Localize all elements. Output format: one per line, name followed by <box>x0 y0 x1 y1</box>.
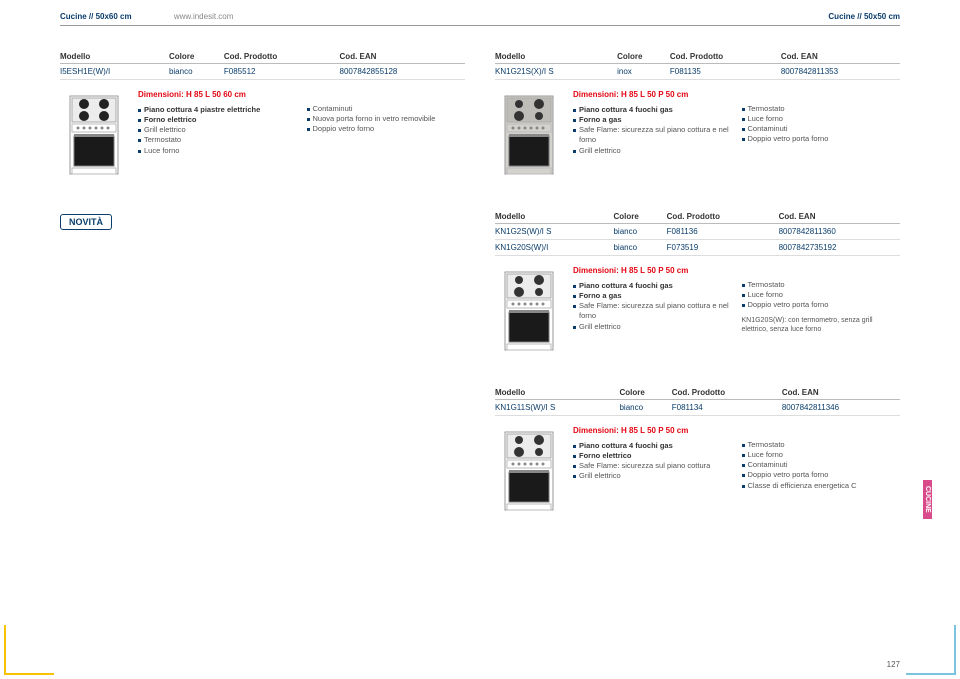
feature-list: Piano cottura 4 piastre elettricheForno … <box>138 105 297 156</box>
stove-image <box>60 90 128 182</box>
color-cell: bianco <box>613 224 666 240</box>
feature-item: Grill elettrico <box>573 471 732 481</box>
table-row: KN1G21S(X)/I S inox F081135 800784281135… <box>495 64 900 80</box>
product-block-1: Modello Colore Cod. Prodotto Cod. EAN I5… <box>60 50 465 182</box>
prod-cell: F081134 <box>672 400 782 416</box>
color-cell: bianco <box>619 400 671 416</box>
feature-item: Contaminuti <box>742 460 901 470</box>
table-row: I5ESH1E(W)/I bianco F085512 800784285512… <box>60 64 465 80</box>
product-block-2: Modello Colore Cod. Prodotto Cod. EAN KN… <box>495 50 900 182</box>
feature-item: Forno a gas <box>573 291 732 301</box>
dimensions: Dimensioni: H 85 L 50 60 cm <box>138 90 297 99</box>
feature-item: Luce forno <box>138 146 297 156</box>
feature-item: Safe Flame: sicurezza sul piano cottura … <box>573 125 732 145</box>
feature-item: Grill elettrico <box>573 322 732 332</box>
feature-item: Luce forno <box>742 450 901 460</box>
site-url: www.indesit.com <box>174 12 234 21</box>
section-tab: CUCINE <box>923 480 932 519</box>
product-block-4: Modello Colore Cod. Prodotto Cod. EAN KN… <box>495 386 900 518</box>
feature-item: Forno elettrico <box>573 451 732 461</box>
col-ean: Cod. EAN <box>340 50 465 64</box>
feature-item: Piano cottura 4 fuochi gas <box>573 105 732 115</box>
feature-list: Piano cottura 4 fuochi gasForno a gasSaf… <box>573 105 732 156</box>
feature-item: Piano cottura 4 fuochi gas <box>573 281 732 291</box>
product-block-3: Modello Colore Cod. Prodotto Cod. EAN KN… <box>495 210 900 358</box>
dimensions: Dimensioni: H 85 L 50 P 50 cm <box>573 266 732 275</box>
col-model: Modello <box>60 50 169 64</box>
feature-item: Piano cottura 4 piastre elettriche <box>138 105 297 115</box>
feature-item: Safe Flame: sicurezza sul piano cottura … <box>573 301 732 321</box>
feature-item: Classe di efficienza energetica C <box>742 481 901 491</box>
prod-cell: F081135 <box>670 64 781 80</box>
model-cell: I5ESH1E(W)/I <box>60 64 169 80</box>
table-row: KN1G2S(W)/I S bianco F081136 80078428113… <box>495 224 900 240</box>
left-column: Modello Colore Cod. Prodotto Cod. EAN I5… <box>60 50 465 546</box>
feature-item: Safe Flame: sicurezza sul piano cottura <box>573 461 732 471</box>
stove-image <box>495 426 563 518</box>
feature-item: Doppio vetro porta forno <box>742 134 901 144</box>
feature-list: TermostatoLuce fornoDoppio vetro porta f… <box>742 280 901 310</box>
feature-item: Grill elettrico <box>573 146 732 156</box>
right-column: Modello Colore Cod. Prodotto Cod. EAN KN… <box>495 50 900 546</box>
page-number: 127 <box>887 660 900 669</box>
stove-image <box>495 90 563 182</box>
feature-list: Piano cottura 4 fuochi gasForno a gasSaf… <box>573 281 732 332</box>
dimensions: Dimensioni: H 85 L 50 P 50 cm <box>573 90 732 99</box>
table-row: KN1G20S(W)/I bianco F073519 800784273519… <box>495 240 900 256</box>
feature-item: Termostato <box>742 440 901 450</box>
feature-item: Doppio vetro forno <box>307 124 466 134</box>
feature-item: Grill elettrico <box>138 125 297 135</box>
ean-cell: 8007842811353 <box>781 64 900 80</box>
spec-table: Modello Colore Cod. Prodotto Cod. EAN I5… <box>60 50 465 80</box>
feature-item: Forno elettrico <box>138 115 297 125</box>
prod-cell: F081136 <box>667 224 779 240</box>
feature-item: Piano cottura 4 fuochi gas <box>573 441 732 451</box>
ean-cell: 8007842811346 <box>782 400 900 416</box>
feature-list: Piano cottura 4 fuochi gasForno elettric… <box>573 441 732 482</box>
breadcrumb-left: Cucine // 50x60 cm www.indesit.com <box>60 12 233 21</box>
feature-item: Luce forno <box>742 290 901 300</box>
breadcrumb-right: Cucine // 50x50 cm <box>828 12 900 21</box>
color-cell: bianco <box>613 240 666 256</box>
feature-item: Nuova porta forno in vetro removibile <box>307 114 466 124</box>
feature-list: ContaminutiNuova porta forno in vetro re… <box>307 104 466 134</box>
feature-item: Doppio vetro porta forno <box>742 470 901 480</box>
feature-item: Termostato <box>742 104 901 114</box>
prod-cell: F073519 <box>667 240 779 256</box>
feature-list: TermostatoLuce fornoContaminutiDoppio ve… <box>742 440 901 491</box>
color-cell: bianco <box>169 64 224 80</box>
model-cell: KN1G11S(W)/I S <box>495 400 619 416</box>
feature-item: Termostato <box>138 135 297 145</box>
feature-item: Luce forno <box>742 114 901 124</box>
col-color: Colore <box>169 50 224 64</box>
corner-decoration <box>906 625 956 675</box>
model-cell: KN1G21S(X)/I S <box>495 64 617 80</box>
feature-item: Contaminuti <box>307 104 466 114</box>
color-cell: inox <box>617 64 670 80</box>
page-header: Cucine // 50x60 cm www.indesit.com Cucin… <box>0 0 960 25</box>
ean-cell: 8007842811360 <box>779 224 900 240</box>
ean-cell: 8007842735192 <box>779 240 900 256</box>
spec-table: Modello Colore Cod. Prodotto Cod. EAN KN… <box>495 210 900 256</box>
model-cell: KN1G20S(W)/I <box>495 240 613 256</box>
feature-item: Contaminuti <box>742 124 901 134</box>
feature-item: Forno a gas <box>573 115 732 125</box>
ean-cell: 8007842855128 <box>340 64 465 80</box>
prod-cell: F085512 <box>224 64 340 80</box>
product-note: KN1G20S(W): con termometro, senza grill … <box>742 316 901 334</box>
feature-item: Termostato <box>742 280 901 290</box>
content-area: Modello Colore Cod. Prodotto Cod. EAN I5… <box>0 26 960 546</box>
spec-table: Modello Colore Cod. Prodotto Cod. EAN KN… <box>495 50 900 80</box>
spec-table: Modello Colore Cod. Prodotto Cod. EAN KN… <box>495 386 900 416</box>
novita-badge: NOVITÀ <box>60 210 465 230</box>
col-prod: Cod. Prodotto <box>224 50 340 64</box>
stove-image <box>495 266 563 358</box>
feature-list: TermostatoLuce fornoContaminutiDoppio ve… <box>742 104 901 145</box>
model-cell: KN1G2S(W)/I S <box>495 224 613 240</box>
dimensions: Dimensioni: H 85 L 50 P 50 cm <box>573 426 732 435</box>
table-row: KN1G11S(W)/I S bianco F081134 8007842811… <box>495 400 900 416</box>
corner-decoration <box>4 625 54 675</box>
feature-item: Doppio vetro porta forno <box>742 300 901 310</box>
